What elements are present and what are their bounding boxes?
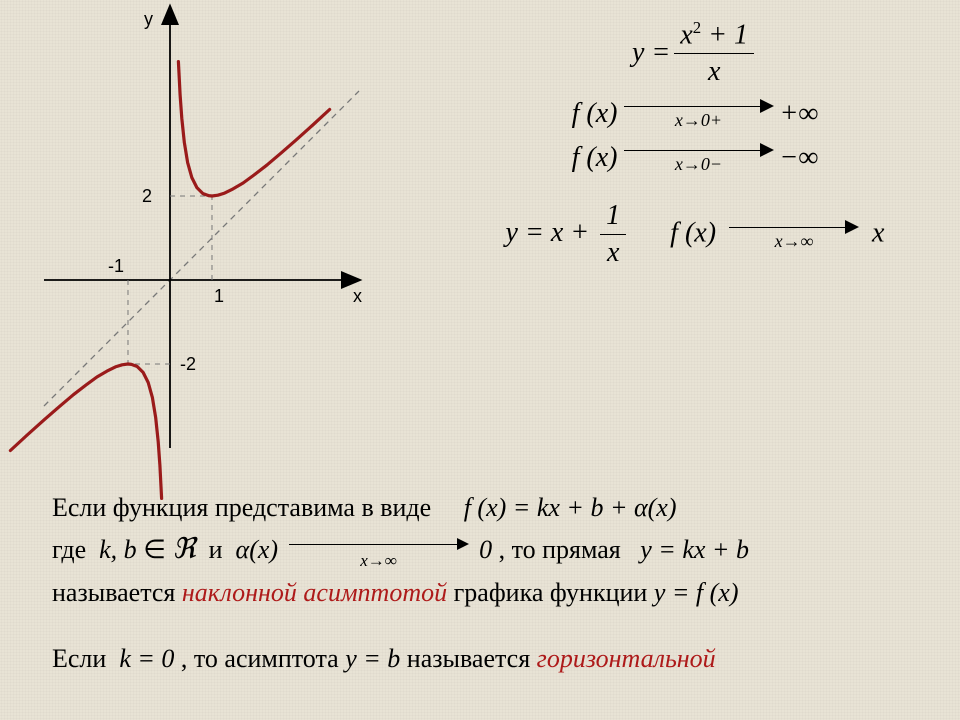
svg-text:-2: -2 xyxy=(180,354,196,374)
formula-pair: y = x + 1 x f (x) x→∞ x xyxy=(450,200,940,269)
formula-block: y = x2 + 1 x f (x) x→0+ +∞ f (x) x→0− −∞… xyxy=(450,10,940,269)
limit-3: f (x) x→∞ x xyxy=(670,217,884,253)
svg-text:x: x xyxy=(353,286,362,306)
svg-text:-1: -1 xyxy=(108,256,124,276)
arrow-icon: x→0+ xyxy=(624,96,774,132)
explanation-text: Если функция представима в виде f (x) = … xyxy=(52,488,922,679)
term-horizontal: горизонтальной xyxy=(537,644,716,673)
arrow-icon: x→0− xyxy=(624,140,774,176)
para-1: Если функция представима в виде f (x) = … xyxy=(52,488,922,528)
svg-text:y: y xyxy=(144,9,153,29)
line-equation: y = kx + b xyxy=(640,535,749,564)
function-graph: 12-1-2xy xyxy=(40,20,390,440)
svg-text:2: 2 xyxy=(142,186,152,206)
arrow-icon: x→∞ xyxy=(289,538,469,566)
para-4: Если k = 0 , то асимптота y = b называет… xyxy=(52,639,922,679)
limit-2: f (x) x→0− −∞ xyxy=(450,140,940,176)
svg-text:1: 1 xyxy=(214,286,224,306)
graph-svg: 12-1-2xy xyxy=(40,20,390,440)
rewrite-formula: y = x + 1 x xyxy=(506,200,631,269)
term-oblique-asymptote: наклонной асимптотой xyxy=(182,578,447,607)
para-2: где k, b ∈ ℜ и α(x) x→∞ 0 , то прямая y … xyxy=(52,528,922,572)
para-3: называется наклонной асимптотой графика … xyxy=(52,573,922,613)
formula-main: y = x2 + 1 x xyxy=(450,18,940,88)
limit-1: f (x) x→0+ +∞ xyxy=(450,96,940,132)
fraction: 1 x xyxy=(600,200,626,269)
arrow-icon: x→∞ xyxy=(729,217,859,253)
formula-lhs: y = xyxy=(632,37,670,69)
fraction: x2 + 1 x xyxy=(674,18,754,88)
formula-general: f (x) = kx + b + α(x) xyxy=(464,493,677,522)
